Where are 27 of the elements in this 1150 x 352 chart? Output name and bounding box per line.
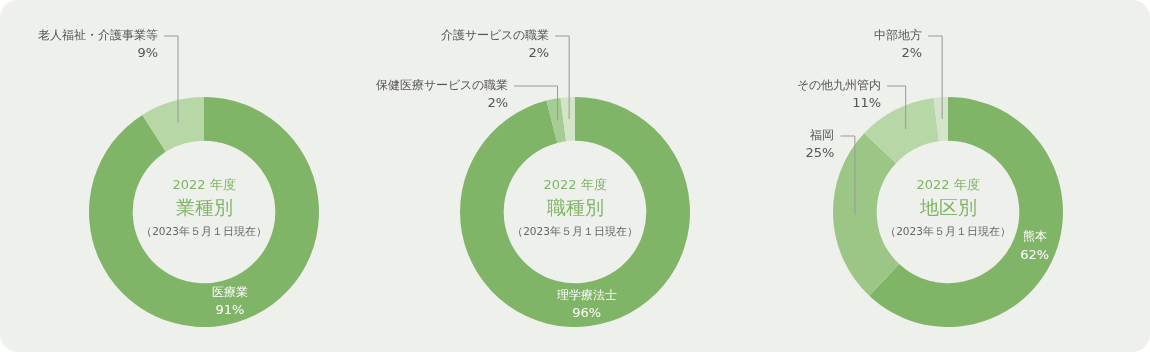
data-label: 2%	[487, 95, 509, 111]
text: （2023年５月１日現在）	[885, 224, 1011, 237]
text: （2023年５月１日現在）	[512, 224, 638, 237]
data-label: 91%	[215, 301, 245, 317]
data-label: 96%	[572, 304, 602, 320]
slice-label: 福岡	[810, 128, 835, 143]
text: 2022 年度	[172, 177, 236, 193]
slice-label: 保健医療サービスの職業	[376, 78, 509, 93]
text: 2022 年度	[543, 177, 607, 193]
text: 2022 年度	[916, 177, 980, 193]
data-label: 2%	[528, 45, 550, 61]
slice-label: 理学療法士	[556, 287, 617, 302]
slice-label: 医療業	[211, 284, 248, 299]
slice-label: 中部地方	[874, 28, 923, 43]
slice-label: 熊本	[1022, 229, 1047, 244]
data-label: 25%	[805, 145, 835, 161]
data-label: 11%	[852, 95, 882, 111]
slice-label: 老人福祉・介護事業等	[38, 28, 159, 43]
text: 地区別	[918, 195, 977, 218]
data-label: 62%	[1020, 246, 1050, 262]
text: 職種別	[546, 195, 604, 218]
data-label: 2%	[901, 45, 923, 61]
data-label: 9%	[137, 45, 159, 61]
slice-label: その他九州管内	[797, 78, 882, 93]
text: （2023年５月１日現在）	[141, 224, 267, 237]
text: 業種別	[175, 195, 233, 218]
slice-label: 介護サービスの職業	[441, 28, 550, 43]
